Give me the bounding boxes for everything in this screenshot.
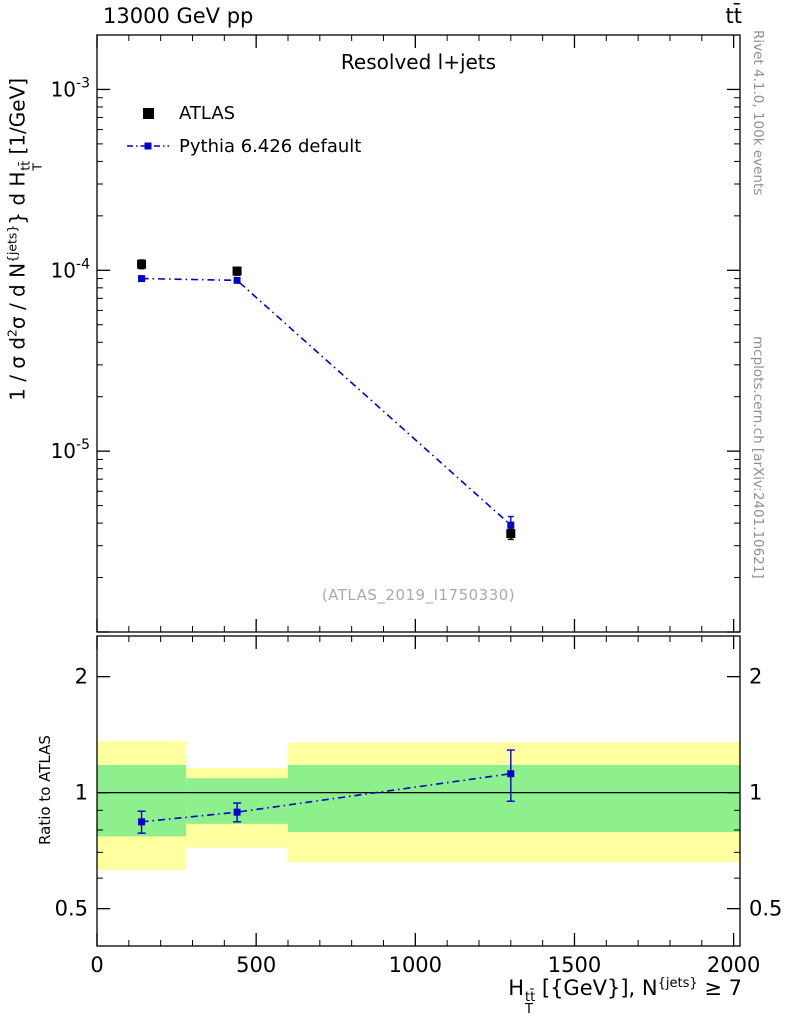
ratio-data-point <box>233 808 241 816</box>
legend: ATLAS Pythia 6.426 default <box>126 100 361 166</box>
process-label: tt̄ <box>725 4 742 28</box>
ratio-tick-label-left: 1 <box>75 781 88 805</box>
x-tick-label: 500 <box>236 953 276 977</box>
ratio-tick-label-left: 0.5 <box>55 897 88 921</box>
pythia-data-point <box>138 275 146 283</box>
ratio-tick-label-right: 0.5 <box>749 897 782 921</box>
mcplots-arxiv-note: mcplots.cern.ch [arXiv:2401.10621] <box>750 336 766 579</box>
pythia-line <box>141 277 512 526</box>
pythia-data-point <box>507 521 515 529</box>
pythia-marker-icon <box>126 140 170 152</box>
main-panel-frame <box>96 34 741 633</box>
x-tick-label: 2000 <box>707 953 760 977</box>
ratio-tick-label-right: 1 <box>749 781 762 805</box>
y-tick-label: 10-5 <box>51 437 90 463</box>
plot-title: Resolved l+jets <box>340 50 497 74</box>
legend-label-atlas: ATLAS <box>179 102 236 124</box>
x-tick-label: 0 <box>90 953 103 977</box>
ratio-panel-frame <box>96 635 741 947</box>
atlas-data-point <box>232 266 242 276</box>
legend-item-pythia: Pythia 6.426 default <box>126 133 361 159</box>
legend-label-pythia: Pythia 6.426 default <box>179 135 362 157</box>
legend-item-atlas: ATLAS <box>126 100 361 126</box>
pythia-data-point <box>233 276 241 284</box>
atlas-data-point <box>506 529 516 539</box>
ratio-tick-label-right: 2 <box>749 665 762 689</box>
x-tick-label: 1000 <box>389 953 442 977</box>
dashdot-line-sample <box>127 142 169 150</box>
y-tick-label: 10-3 <box>51 75 90 101</box>
y-axis-label-ratio: Ratio to ATLAS <box>36 735 54 845</box>
ratio-data-point <box>507 770 515 778</box>
y-tick-label: 10-4 <box>51 256 91 282</box>
x-tick-label: 1500 <box>548 953 601 977</box>
ratio-tick-label-left: 2 <box>75 665 88 689</box>
atlas-data-point <box>137 259 147 269</box>
atlas-marker-icon <box>126 107 170 119</box>
rivet-version-note: Rivet 4.1.0, 100k events <box>750 30 766 196</box>
ratio-data-point <box>138 818 146 826</box>
beam-energy-label: 13000 GeV pp <box>103 4 254 28</box>
analysis-id-watermark: (ATLAS_2019_I1750330) <box>321 586 516 604</box>
